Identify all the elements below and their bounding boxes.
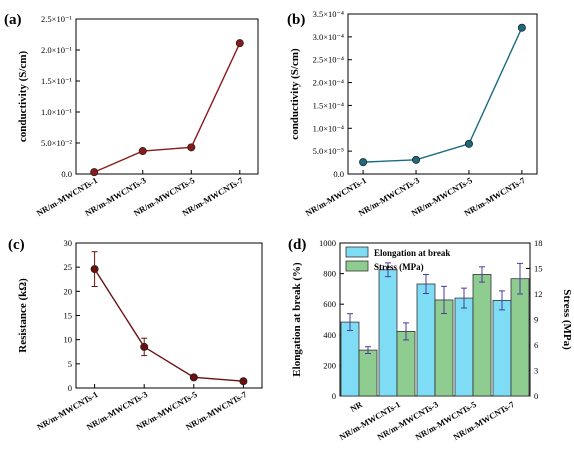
- y-tick-label: 25: [64, 262, 73, 272]
- data-point: [90, 265, 99, 274]
- panel-b-conductivity-chart: (b) 0.0 5.0×10⁻⁵ 1.0×10⁻⁴ 1.5×10⁻⁴ 2.0×10⁻⁴ 2.…: [287, 9, 538, 218]
- bar: [358, 349, 378, 397]
- y-tick-label: 5.0×10⁻⁵: [313, 146, 344, 156]
- y-tick-label: 2.5×10⁻¹: [41, 14, 72, 24]
- y-right-tick-label: 18: [534, 238, 543, 248]
- data-point: [189, 373, 198, 382]
- panel-d-mechanical-chart: (d) 0 200 400 600 800 1000 0 3 6 9 12 15 18 Elongation…: [288, 237, 573, 442]
- y-axis-label-left: Elongation at break (%): [291, 262, 303, 377]
- y-tick-label: 15: [64, 311, 73, 321]
- bar: [492, 299, 512, 397]
- bar: [454, 297, 474, 397]
- legend-label: Elongation at break: [374, 248, 450, 258]
- data-point: [235, 39, 244, 48]
- y-tick-label: 1.5×10⁻⁴: [313, 100, 344, 110]
- series-line: [94, 268, 244, 382]
- bar: [510, 278, 530, 397]
- y-tick-label: 1.0×10⁻¹: [41, 107, 72, 117]
- y-tick-label: 0: [68, 383, 72, 393]
- data-point: [412, 155, 421, 164]
- series-line: [363, 27, 523, 163]
- bar: [340, 321, 360, 397]
- bar: [434, 299, 454, 397]
- panel-a-conductivity-chart: (a) 0.0 5.0×10⁻² 1.0×10⁻¹ 1.5×10⁻¹ 2.0×10⁻¹ 2.…: [4, 12, 259, 218]
- legend-swatch: [345, 260, 369, 272]
- y-tick-label: 5.0×10⁻²: [41, 138, 72, 148]
- panel-label: (d): [288, 237, 306, 253]
- y-right-tick-label: 12: [534, 289, 543, 299]
- y-tick-label: 2.5×10⁻⁴: [313, 55, 344, 65]
- panel-label: (c): [8, 237, 25, 253]
- data-point: [464, 139, 473, 148]
- y-axis-label-right: Stress (MPa): [561, 289, 573, 350]
- plot-frame: [347, 13, 538, 175]
- plot-frame: [75, 242, 263, 389]
- y-tick-label: 3.0×10⁻⁴: [313, 32, 344, 42]
- bar: [472, 274, 492, 397]
- y-tick-label: 1.5×10⁻¹: [41, 76, 72, 86]
- y-right-tick-label: 6: [534, 340, 538, 350]
- panel-c-resistance-chart: (c)051015202530NR/m-MWCNTs-1NR/m-MWCNTs-…: [8, 237, 263, 432]
- y-axis-label: Resistance (kΩ): [17, 278, 29, 353]
- y-tick-label: 200: [323, 360, 336, 370]
- y-tick-label: 0.0: [333, 169, 344, 179]
- y-tick-label: 5: [68, 359, 72, 369]
- y-tick-label: 20: [64, 286, 73, 296]
- data-point: [138, 147, 147, 156]
- y-tick-label: 3.5×10⁻⁴: [313, 9, 344, 19]
- bar: [416, 283, 436, 397]
- plot-frame: [75, 18, 259, 175]
- x-tick-label: NR/m-MWCNTs-1: [338, 399, 402, 442]
- y-tick-label: 0: [332, 391, 336, 401]
- y-tick-label: 800: [323, 269, 336, 279]
- y-tick-label: 2.0×10⁻¹: [41, 45, 72, 55]
- y-axis-label: conductivity (S/cm): [289, 48, 301, 140]
- data-point: [239, 377, 248, 386]
- bar: [378, 269, 398, 397]
- y-tick-label: 10: [64, 335, 73, 345]
- bar: [396, 330, 416, 397]
- y-tick-label: 1.0×10⁻⁴: [313, 123, 344, 133]
- y-tick-label: 1000: [319, 238, 336, 248]
- data-point: [90, 168, 99, 177]
- panel-label: (b): [287, 12, 305, 28]
- panel-label: (a): [4, 12, 22, 28]
- data-point: [140, 342, 149, 351]
- y-right-tick-label: 15: [534, 264, 543, 274]
- y-tick-label: 600: [323, 299, 336, 309]
- data-point: [359, 158, 368, 167]
- y-right-tick-label: 3: [534, 366, 538, 376]
- y-tick-label: 400: [323, 330, 336, 340]
- legend-swatch: [345, 246, 369, 258]
- data-point: [517, 23, 526, 32]
- y-axis-label: conductivity (S/cm): [17, 50, 29, 142]
- data-point: [187, 143, 196, 152]
- y-right-tick-label: 9: [534, 315, 538, 325]
- y-tick-label: 30: [64, 238, 73, 248]
- y-tick-label: 2.0×10⁻⁴: [313, 78, 344, 88]
- legend-label: Stress (MPa): [374, 262, 424, 272]
- x-tick-label: NR: [348, 399, 364, 414]
- y-right-tick-label: 0: [534, 391, 538, 401]
- series-line: [93, 42, 241, 173]
- y-tick-label: 0.0: [61, 169, 72, 179]
